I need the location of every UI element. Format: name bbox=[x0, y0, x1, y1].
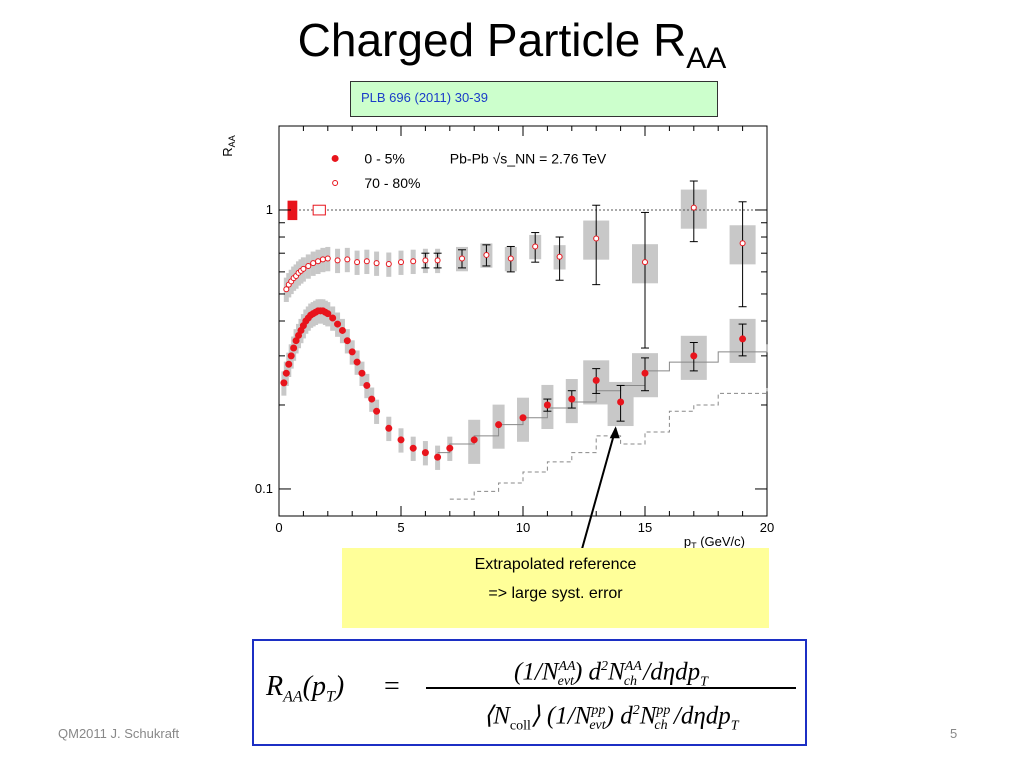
central-point bbox=[568, 395, 576, 403]
reference-text[interactable]: PLB 696 (2011) 30-39 bbox=[361, 90, 488, 105]
x-axis-label: pT (GeV/c) bbox=[684, 534, 745, 551]
peripheral-point bbox=[739, 240, 746, 247]
raa-formula: RAA(pT) = (1/NAAevt) d2NAAch /dηdpT ⟨Nco… bbox=[252, 639, 807, 746]
formula-fraction: (1/NAAevt) d2NAAch /dηdpT ⟨Ncoll⟩ (1/Npp… bbox=[422, 647, 800, 733]
title-main: Charged Particle R bbox=[297, 14, 687, 66]
central-point bbox=[617, 398, 625, 406]
peripheral-point bbox=[305, 262, 312, 269]
fraction-bar bbox=[426, 687, 796, 689]
annotation-arrow bbox=[579, 428, 617, 554]
slide-title: Charged Particle RAA bbox=[0, 8, 1024, 79]
peripheral-point bbox=[532, 243, 539, 250]
peripheral-point bbox=[642, 259, 648, 266]
x-tick-label: 5 bbox=[397, 520, 404, 535]
central-point bbox=[324, 310, 332, 318]
x-tick-label: 0 bbox=[275, 520, 282, 535]
title-subscript: AA bbox=[686, 42, 727, 75]
formula-denominator: ⟨Ncoll⟩ (1/Nppevt) d2Nppch /dηdpT bbox=[483, 702, 739, 734]
peripheral-point bbox=[354, 259, 361, 266]
x-tick-label: 20 bbox=[760, 520, 774, 535]
x-tick-label: 10 bbox=[516, 520, 530, 535]
peripheral-point bbox=[422, 257, 429, 264]
legend-label-peripheral: 70 - 80% bbox=[364, 175, 420, 191]
peripheral-point bbox=[373, 260, 380, 267]
peripheral-point bbox=[483, 251, 490, 258]
legend-marker-peripheral bbox=[332, 179, 339, 186]
central-point bbox=[519, 414, 527, 422]
central-point bbox=[290, 344, 298, 352]
central-point bbox=[343, 337, 351, 345]
central-point bbox=[421, 449, 429, 457]
note-line-2: => large syst. error bbox=[488, 585, 623, 602]
formula-equals: = bbox=[384, 671, 400, 702]
x-tick-label: 15 bbox=[638, 520, 652, 535]
legend-marker-central bbox=[331, 154, 339, 162]
peripheral-point bbox=[324, 255, 331, 262]
legend-label-central: 0 - 5% bbox=[364, 150, 404, 166]
central-point bbox=[334, 320, 342, 328]
central-point bbox=[409, 444, 417, 452]
page-number: 5 bbox=[950, 726, 958, 741]
central-point bbox=[641, 369, 649, 377]
peripheral-point bbox=[593, 235, 600, 242]
peripheral-point bbox=[459, 255, 465, 262]
formula-lhs: RAA(pT) bbox=[266, 671, 345, 706]
peripheral-point bbox=[398, 259, 404, 266]
central-point bbox=[434, 453, 442, 461]
legend-header: Pb-Pb √s_NN = 2.76 TeV bbox=[450, 150, 607, 166]
peripheral-point bbox=[410, 258, 417, 265]
central-point bbox=[363, 381, 371, 389]
peripheral-point bbox=[344, 256, 351, 263]
peripheral-point bbox=[690, 204, 697, 211]
peripheral-point bbox=[363, 258, 370, 265]
note-box: Extrapolated reference => large syst. er… bbox=[342, 548, 769, 628]
peripheral-point bbox=[283, 286, 290, 293]
note-line-1: Extrapolated reference bbox=[474, 556, 637, 573]
reference-box: PLB 696 (2011) 30-39 bbox=[350, 81, 718, 117]
peripheral-point bbox=[385, 261, 392, 268]
central-point bbox=[690, 352, 698, 360]
central-point bbox=[348, 348, 356, 356]
peripheral-point bbox=[300, 265, 307, 272]
norm-uncertainty-central bbox=[287, 200, 298, 221]
central-point bbox=[495, 421, 503, 429]
reference-step-dashed bbox=[449, 388, 768, 500]
central-point bbox=[280, 379, 288, 387]
formula-numerator: (1/NAAevt) d2NAAch /dηdpT bbox=[514, 658, 708, 690]
peripheral-point bbox=[319, 256, 326, 263]
footer-author: QM2011 J. Schukraft bbox=[58, 726, 180, 741]
central-point bbox=[353, 358, 361, 366]
y-axis-label: RAA bbox=[220, 135, 237, 156]
central-point bbox=[329, 314, 337, 322]
raa-chart: 0 5 10 15 20 0.1 1 pT (GeV/c) RAA 0 - 5% 70 - 80% P… bbox=[218, 120, 778, 554]
central-point bbox=[543, 401, 551, 409]
central-point bbox=[287, 352, 295, 360]
central-point bbox=[446, 444, 454, 452]
chart-svg: 0 5 10 15 20 0.1 1 pT (GeV/c) RAA 0 - 5% 70 - 80% P… bbox=[220, 125, 774, 554]
central-point bbox=[373, 407, 381, 415]
central-point bbox=[592, 376, 600, 384]
y-tick-label: 1 bbox=[266, 202, 273, 217]
central-point bbox=[470, 436, 478, 444]
peripheral-point bbox=[315, 258, 322, 265]
central-point bbox=[385, 424, 393, 432]
central-point bbox=[338, 326, 346, 334]
norm-uncertainty-peripheral bbox=[312, 204, 326, 216]
central-point bbox=[397, 436, 405, 444]
central-point bbox=[739, 335, 747, 343]
central-point bbox=[282, 369, 290, 377]
central-point bbox=[368, 395, 376, 403]
peripheral-point bbox=[434, 257, 441, 264]
peripheral-point bbox=[556, 253, 563, 260]
central-point bbox=[358, 369, 366, 377]
annotation-arrowhead bbox=[609, 426, 620, 439]
peripheral-point bbox=[310, 260, 317, 267]
y-tick-label: 0.1 bbox=[255, 481, 273, 496]
peripheral-point bbox=[334, 257, 341, 264]
peripheral-point bbox=[507, 255, 514, 262]
central-point bbox=[285, 360, 293, 368]
